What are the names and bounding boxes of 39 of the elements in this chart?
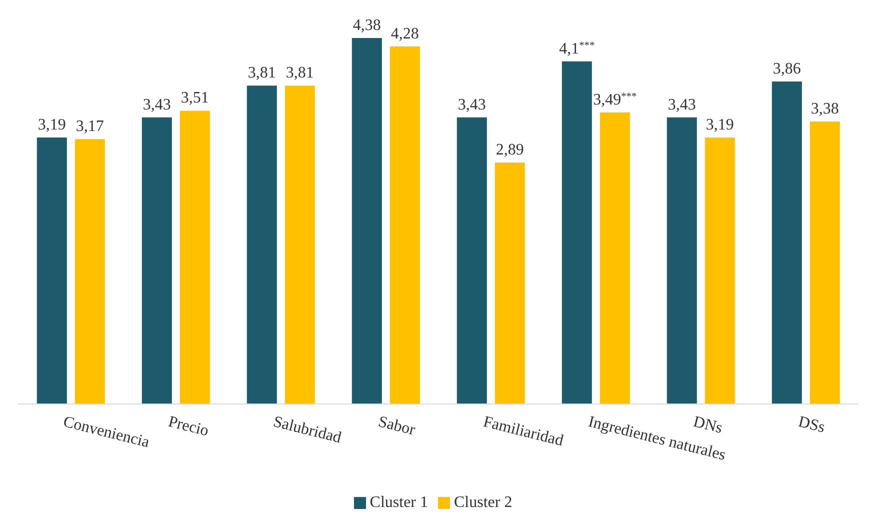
bar	[142, 117, 172, 404]
data-label: 3,51	[180, 90, 209, 107]
data-label: 3,49$^{***}$	[593, 90, 637, 108]
bar	[352, 38, 382, 404]
bar	[666, 117, 697, 404]
data-label: 3,43	[142, 96, 171, 114]
data-label: 4,1$^{***}$	[559, 40, 595, 58]
data-label: 3,43	[668, 96, 696, 114]
data-label: 2,89	[496, 142, 524, 159]
data-label: 3,19	[38, 116, 66, 134]
x-tick-label: DNs	[692, 413, 724, 437]
bar	[704, 137, 735, 404]
legend-label: Cluster 2	[454, 494, 512, 511]
legend-label: Cluster 1	[370, 494, 428, 511]
bar	[600, 112, 630, 404]
data-label: 3,86	[772, 60, 801, 78]
x-tick-label: DSs	[796, 413, 827, 436]
x-tick-label: Salubridad	[272, 413, 343, 447]
bar	[390, 46, 420, 404]
data-label: 3,19	[706, 116, 734, 134]
x-tick-label: Sabor	[376, 413, 418, 440]
bar	[562, 61, 592, 404]
bar	[456, 117, 487, 404]
data-label: 3,43	[458, 96, 486, 114]
x-tick-label: Precio	[166, 413, 210, 440]
bar	[772, 81, 802, 404]
bar	[74, 139, 105, 404]
bar	[180, 110, 210, 404]
bar	[284, 86, 315, 404]
data-label: 3,38	[810, 100, 839, 118]
bar	[36, 137, 67, 404]
data-label: 3,81	[286, 64, 314, 82]
bar	[494, 162, 525, 404]
bar	[246, 86, 277, 404]
data-label: 3,81	[248, 64, 276, 82]
data-label: 4,38	[352, 17, 381, 34]
data-label: 3,17	[76, 118, 104, 136]
data-label: 4,28	[390, 25, 419, 42]
bar	[810, 122, 840, 404]
